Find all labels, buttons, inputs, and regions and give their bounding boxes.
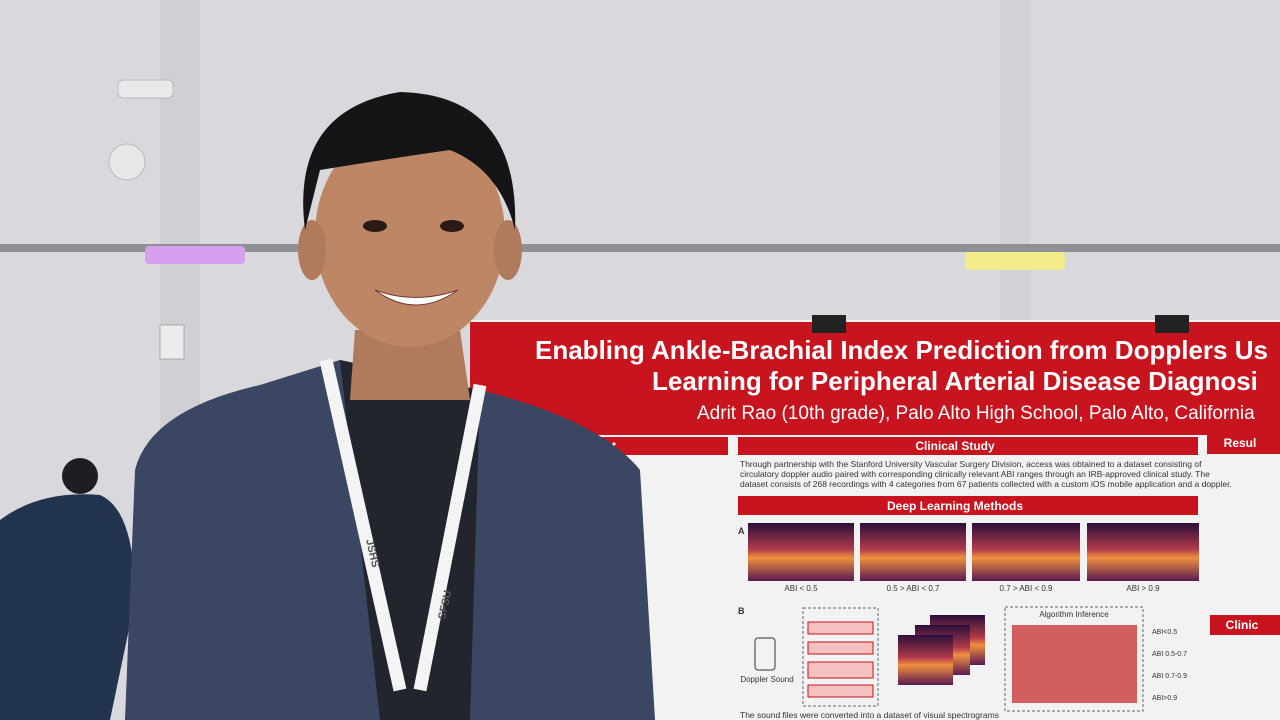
section-bar — [1207, 432, 1280, 454]
step — [807, 661, 874, 679]
clip — [1155, 315, 1189, 333]
section-bar — [590, 437, 728, 455]
hair — [303, 92, 516, 230]
fixture — [117, 79, 174, 99]
background-person — [0, 494, 135, 720]
output-label: ABI<0.5 — [1152, 629, 1177, 636]
section-bar — [738, 437, 1198, 455]
section-bar — [738, 496, 1198, 515]
pillar — [1000, 0, 1030, 330]
spectrogram-label: 0.7 > ABI < 0.9 — [1000, 584, 1053, 593]
doppler-icon — [754, 637, 776, 671]
spectrogram-label: ABI > 0.9 — [1126, 584, 1160, 593]
background-head — [62, 458, 98, 494]
pipeline-label: Algorithm Inference — [1039, 610, 1109, 619]
section-header: Resul — [1224, 436, 1257, 450]
shirt — [340, 360, 480, 720]
eye — [363, 220, 387, 232]
network-layers — [1012, 625, 1137, 703]
poster-author: Adrit Rao (10th grade), Palo Alto High S… — [697, 403, 1255, 424]
smile — [374, 289, 459, 306]
output-label: ABI 0.5-0.7 — [1152, 651, 1187, 658]
spectrogram — [860, 523, 966, 581]
ear — [494, 220, 522, 280]
light — [145, 246, 245, 264]
poster-title: Learning for Peripheral Arterial Disease… — [652, 366, 1258, 396]
poster-title: Enabling Ankle-Brachial Index Prediction… — [535, 335, 1268, 365]
spectrogram — [748, 523, 854, 581]
spectrogram-label: 0.5 > ABI < 0.7 — [887, 584, 940, 593]
step — [807, 641, 874, 655]
rail — [0, 244, 1280, 252]
section-bar — [1210, 615, 1280, 635]
section-header: Deep Learning Methods — [887, 499, 1023, 513]
spectrogram — [1087, 523, 1199, 581]
lanyard — [319, 358, 487, 692]
panel-label: B — [738, 606, 745, 616]
step — [807, 684, 874, 698]
body-text: The sound files were converted into a da… — [740, 710, 999, 720]
neck — [350, 330, 470, 400]
step — [807, 621, 874, 635]
output-label: ABI 0.7-0.9 — [1152, 673, 1187, 680]
section-header: Clinic — [1226, 618, 1259, 632]
sensor — [108, 143, 146, 181]
eye — [440, 220, 464, 232]
spectrogram-label: ABI < 0.5 — [784, 584, 818, 593]
body-text: Through partnership with the Stanford Un… — [740, 459, 1202, 469]
poster-header — [470, 322, 1280, 435]
ear — [298, 220, 326, 280]
output-label: ABI>0.9 — [1152, 695, 1177, 702]
section-header: Clinical Study — [915, 439, 995, 453]
processing-box — [802, 607, 879, 707]
light — [965, 252, 1065, 270]
outlet — [159, 324, 185, 360]
spectrogram-stack — [898, 635, 953, 685]
clip — [812, 315, 846, 333]
panel-label: A — [738, 526, 745, 536]
face — [315, 123, 505, 347]
inference-box — [1004, 606, 1144, 712]
spectrogram — [972, 523, 1080, 581]
body-text: circulatory doppler audio paired with co… — [740, 469, 1210, 479]
body-text: dataset consists of 268 recordings with … — [740, 479, 1232, 489]
pipeline-label: Doppler Sound — [740, 675, 793, 684]
